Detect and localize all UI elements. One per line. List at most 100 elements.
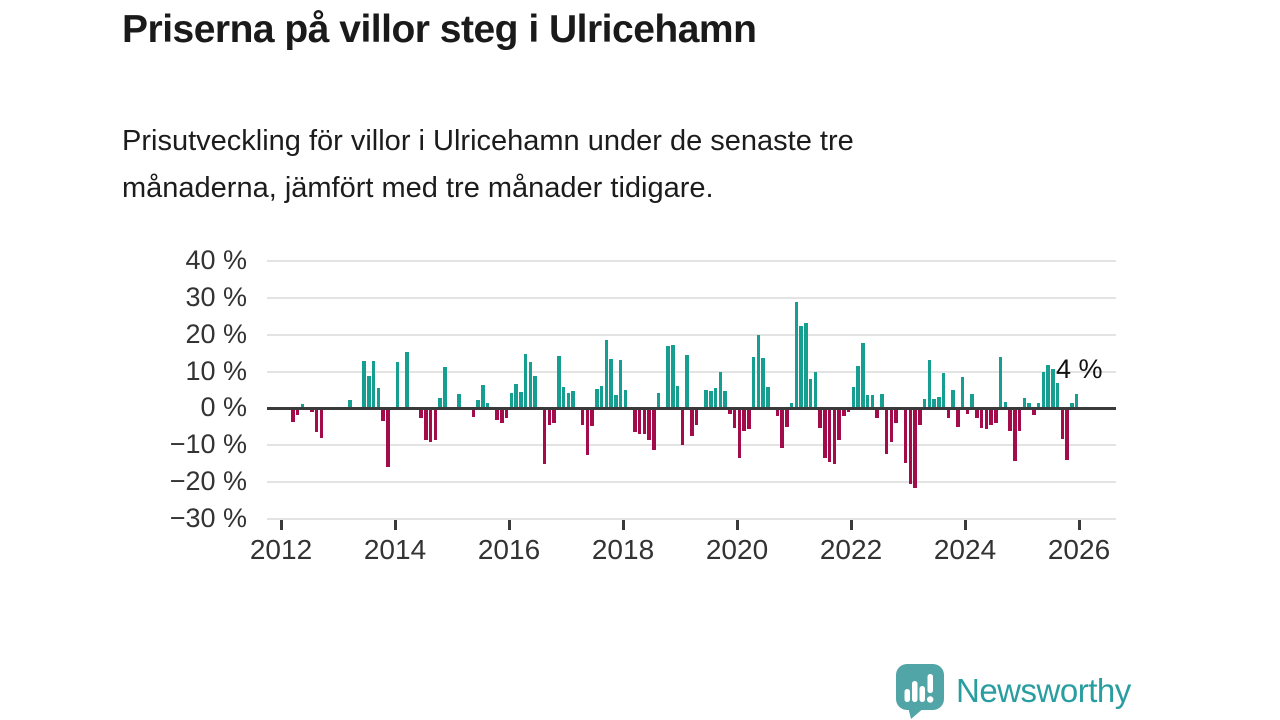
price-change-bar xyxy=(751,356,756,410)
price-change-bar xyxy=(618,360,623,410)
price-change-bar xyxy=(998,356,1003,410)
price-change-bar xyxy=(652,407,656,451)
price-change-bar xyxy=(319,407,324,438)
price-change-bar xyxy=(1036,402,1041,410)
price-change-bar xyxy=(823,407,827,459)
price-change-bar xyxy=(395,361,400,410)
price-change-bar xyxy=(495,407,499,421)
price-change-bar xyxy=(946,407,951,418)
price-change-bar xyxy=(723,390,727,410)
price-change-bar xyxy=(457,393,461,410)
price-change-bar xyxy=(405,352,409,410)
price-change-bar xyxy=(533,375,537,410)
price-change-bar xyxy=(386,407,390,468)
price-change-bar xyxy=(509,392,514,410)
price-change-bar xyxy=(742,407,746,432)
price-change-bar xyxy=(932,399,936,410)
price-change-bar xyxy=(633,407,637,432)
price-change-bar xyxy=(1032,407,1036,416)
price-change-bar xyxy=(599,385,604,410)
price-change-bar xyxy=(1022,397,1027,410)
price-change-bar xyxy=(566,392,571,410)
price-change-bar xyxy=(623,389,628,410)
price-change-bar xyxy=(1046,365,1050,410)
price-change-bar xyxy=(642,407,647,435)
y-axis-label: 40 % xyxy=(185,244,247,275)
price-change-bar xyxy=(291,407,295,423)
price-change-bar xyxy=(1065,407,1069,460)
price-change-bar xyxy=(884,407,889,455)
x-axis-label: 2016 xyxy=(477,534,541,565)
price-change-bar xyxy=(690,407,694,437)
price-change-bar xyxy=(789,402,794,410)
price-change-bar xyxy=(1051,368,1055,410)
price-change-bar xyxy=(989,407,993,425)
price-change-bar xyxy=(666,346,670,410)
price-change-bar xyxy=(908,407,913,484)
page-title: Priserna på villor steg i Ulricehamn xyxy=(122,8,757,51)
price-change-bar xyxy=(851,387,856,410)
price-change-bar xyxy=(956,407,960,427)
x-axis-label: 2012 xyxy=(249,534,313,565)
x-axis-tick xyxy=(621,519,625,530)
price-change-bar xyxy=(785,407,789,427)
price-change-bar xyxy=(433,407,438,441)
price-change-bar xyxy=(994,407,998,424)
price-change-bar xyxy=(1027,402,1031,410)
price-change-bar xyxy=(519,391,523,410)
x-axis-tick xyxy=(279,519,283,530)
x-axis-label: 2024 xyxy=(933,534,997,565)
price-change-bar xyxy=(756,334,761,410)
price-change-bar xyxy=(656,392,661,410)
page-subtitle: Prisutveckling för villor i Ulricehamn u… xyxy=(122,118,854,212)
price-change-bar xyxy=(694,407,699,426)
price-change-bar xyxy=(861,342,865,410)
price-change-bar xyxy=(780,407,784,449)
x-axis-tick xyxy=(1077,519,1081,530)
price-change-bar xyxy=(713,388,718,410)
price-change-bar xyxy=(927,360,932,410)
latest-value-label: 4 % xyxy=(1056,354,1103,384)
price-change-bar xyxy=(870,395,875,410)
price-change-bar xyxy=(804,323,808,410)
price-change-bar xyxy=(984,407,989,429)
price-change-bar xyxy=(960,377,965,410)
price-change-bar xyxy=(813,371,818,410)
price-change-bar xyxy=(965,407,970,414)
price-change-bar xyxy=(979,407,984,429)
price-change-bar xyxy=(595,388,599,410)
x-axis-label: 2026 xyxy=(1047,534,1111,565)
price-change-bar xyxy=(808,378,813,410)
price-change-bar xyxy=(1070,402,1074,410)
y-axis-label: 0 % xyxy=(200,392,247,423)
price-change-bar xyxy=(590,407,594,427)
price-change-bar xyxy=(685,354,689,410)
price-change-bar xyxy=(680,407,685,445)
x-axis-label: 2018 xyxy=(591,534,655,565)
page-subtitle-line1: Prisutveckling för villor i Ulricehamn u… xyxy=(122,125,854,157)
price-change-bar xyxy=(561,386,566,410)
price-change-bar xyxy=(438,398,442,410)
price-change-bar xyxy=(1041,372,1046,410)
price-change-bar xyxy=(732,407,737,428)
price-change-bar xyxy=(367,375,371,410)
price-change-bar xyxy=(937,397,941,410)
y-axis-label: −20 % xyxy=(169,466,247,497)
price-change-bar xyxy=(913,407,917,488)
price-change-bar xyxy=(1008,407,1012,431)
gridline-10 xyxy=(267,370,1116,373)
price-change-bar xyxy=(941,373,946,410)
gridline-30 xyxy=(267,296,1116,299)
price-change-bar xyxy=(314,407,319,432)
price-change-bar xyxy=(1055,382,1060,410)
price-change-bar xyxy=(428,407,433,442)
price-change-bar xyxy=(837,407,841,441)
price-change-bar xyxy=(975,407,979,418)
price-change-bar xyxy=(704,389,708,410)
price-change-bar xyxy=(728,407,732,414)
price-change-bar xyxy=(818,407,822,429)
price-change-bar xyxy=(647,407,651,441)
price-change-bar xyxy=(485,403,490,410)
price-change-bar xyxy=(737,407,742,459)
price-change-bar xyxy=(295,407,300,416)
